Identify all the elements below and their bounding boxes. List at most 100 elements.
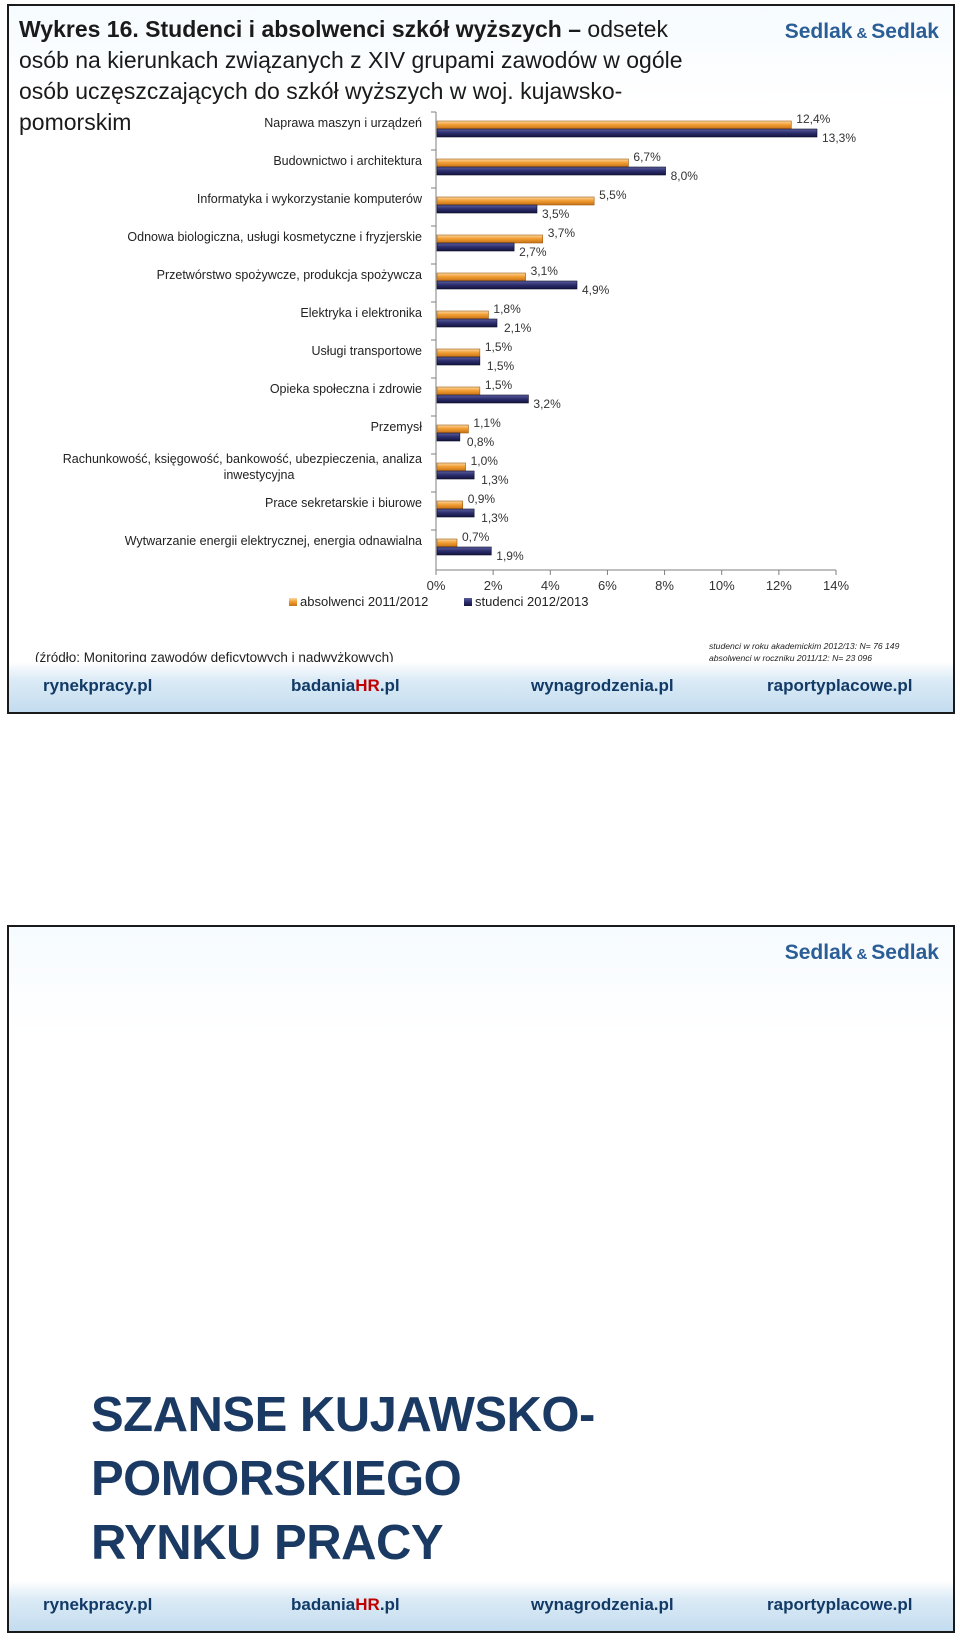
- bar-absolwenci: [436, 234, 544, 244]
- bar-studenci: [436, 280, 578, 290]
- footer-bar: rynekpracy.pl badaniaHR.pl wynagrodzenia…: [9, 662, 953, 712]
- data-label: 3,2%: [533, 397, 561, 411]
- x-tick-label: 2%: [484, 578, 503, 593]
- data-label: 1,3%: [481, 511, 509, 525]
- bar-studenci: [436, 508, 475, 518]
- bar-chart: Naprawa maszyn i urządzeń 12,4% 13,3% Budow…: [63, 111, 856, 609]
- bar-absolwenci: [436, 538, 458, 548]
- data-label: 13,3%: [822, 131, 856, 145]
- data-label: 0,9%: [468, 492, 496, 506]
- x-tick-label: 14%: [823, 578, 849, 593]
- category-label: Przemysł: [371, 420, 423, 434]
- bar-studenci: [436, 204, 538, 214]
- header-band: [9, 927, 953, 1037]
- x-tick-label: 6%: [598, 578, 617, 593]
- bar-absolwenci: [436, 158, 629, 168]
- bar-studenci: [436, 356, 481, 366]
- footer-link-raportyplacowe[interactable]: raportyplacowe.pl: [767, 1595, 913, 1614]
- chart-title-rest: odsetek osób na kierunkach związanych z …: [19, 16, 683, 135]
- category-label: Naprawa maszyn i urządzeń: [264, 116, 422, 130]
- data-label: 3,1%: [531, 264, 559, 278]
- bar-absolwenci: [436, 500, 464, 510]
- bar-studenci: [436, 394, 529, 404]
- data-label: 1,5%: [485, 340, 513, 354]
- chart-title: Wykres 16. Studenci i absolwenci szkół w…: [19, 14, 719, 138]
- brand-logo: Sedlak & Sedlak: [784, 941, 939, 964]
- data-label: 1,5%: [487, 359, 515, 373]
- footer-link-badaniahr[interactable]: badaniaHR.pl: [291, 1595, 400, 1614]
- data-label: 0,7%: [462, 530, 490, 544]
- chart-title-bold: Wykres 16. Studenci i absolwenci szkół w…: [19, 16, 582, 42]
- bar-absolwenci: [436, 196, 595, 206]
- data-label: 1,8%: [493, 302, 521, 316]
- category-label: Budownictwo i architektura: [273, 154, 422, 168]
- sample-size-students: studenci w roku akademickim 2012/13: N= …: [709, 641, 900, 651]
- sample-size-note: studenci w roku akademickim 2012/13: N= …: [709, 640, 899, 664]
- x-tick-label: 0%: [427, 578, 446, 593]
- bar-studenci: [436, 470, 475, 480]
- category-label: inwestycyjna: [224, 468, 295, 482]
- category-label: Elektryka i elektronika: [300, 306, 422, 320]
- category-label: Przetwórstwo spożywcze, produkcja spożyw…: [157, 268, 422, 282]
- legend-label-absolwenci: absolwenci 2011/2012: [300, 594, 428, 609]
- category-label: Wytwarzanie energii elektrycznej, energi…: [125, 534, 422, 548]
- category-label: Prace sekretarskie i biurowe: [265, 496, 422, 510]
- bar-absolwenci: [436, 386, 481, 396]
- x-tick-label: 10%: [709, 578, 735, 593]
- bar-absolwenci: [436, 120, 792, 130]
- data-label: 2,1%: [504, 321, 532, 335]
- footer-link-rynekpracy[interactable]: rynekpracy.pl: [43, 676, 153, 695]
- x-tick-label: 4%: [541, 578, 560, 593]
- data-label: 1,3%: [481, 473, 509, 487]
- category-label: Rachunkowość, księgowość, bankowość, ube…: [63, 452, 422, 466]
- header-band: [9, 6, 953, 102]
- data-label: 4,9%: [582, 283, 610, 297]
- bar-absolwenci: [436, 424, 469, 434]
- category-label: Usługi transportowe: [312, 344, 423, 358]
- bar-absolwenci: [436, 462, 466, 472]
- data-label: 1,1%: [473, 416, 501, 430]
- x-tick-label: 8%: [655, 578, 674, 593]
- bar-studenci: [436, 242, 515, 252]
- footer-link-wynagrodzenia[interactable]: wynagrodzenia.pl: [531, 1595, 674, 1614]
- slide-28: Sedlak & Sedlak SZANSE KUJAWSKO-POMORSKIEG…: [7, 925, 955, 1633]
- footer-bar: rynekpracy.pl badaniaHR.pl wynagrodzenia…: [9, 1581, 953, 1631]
- bar-absolwenci: [436, 348, 481, 358]
- brand-logo: Sedlak & Sedlak: [784, 20, 939, 43]
- legend-swatch-absolwenci: [289, 598, 297, 606]
- footer-link-badaniahr[interactable]: badaniaHR.pl: [291, 676, 400, 695]
- section-title-line2: RYNKU PRACY: [91, 1516, 444, 1570]
- data-label: 5,5%: [599, 188, 627, 202]
- x-tick-label: 12%: [766, 578, 792, 593]
- bar-absolwenci: [436, 272, 526, 282]
- section-title: SZANSE KUJAWSKO-POMORSKIEGO RYNKU PRACY: [91, 1383, 953, 1575]
- bar-studenci: [436, 128, 818, 138]
- category-label: Odnowa biologiczna, usługi kosmetyczne i…: [127, 230, 422, 244]
- data-label: 6,7%: [633, 150, 661, 164]
- bar-studenci: [436, 166, 666, 176]
- slide-27: Wykres 16. Studenci i absolwenci szkół w…: [7, 4, 955, 714]
- data-label: 1,9%: [496, 549, 524, 563]
- data-label: 0,8%: [467, 435, 495, 449]
- data-label: 3,5%: [542, 207, 570, 221]
- bar-studenci: [436, 432, 461, 442]
- legend-swatch-studenci: [464, 598, 472, 606]
- category-label: Informatyka i wykorzystanie komputerów: [197, 192, 423, 206]
- data-label: 8,0%: [671, 169, 699, 183]
- footer-link-wynagrodzenia[interactable]: wynagrodzenia.pl: [531, 676, 674, 695]
- source-note: (źródło: Monitoring zawodów deficytowych…: [35, 650, 394, 665]
- bar-absolwenci: [436, 310, 489, 320]
- data-label: 12,4%: [796, 112, 830, 126]
- bar-studenci: [436, 546, 492, 556]
- legend-label-studenci: studenci 2012/2013: [475, 594, 588, 609]
- category-label: Opieka społeczna i zdrowie: [270, 382, 422, 396]
- data-label: 1,5%: [485, 378, 513, 392]
- data-label: 1,0%: [471, 454, 499, 468]
- sample-size-graduates: absolwenci w roczniku 2011/12: N= 23 096: [709, 653, 872, 663]
- section-title-line1: SZANSE KUJAWSKO-POMORSKIEGO: [91, 1388, 595, 1506]
- footer-link-raportyplacowe[interactable]: raportyplacowe.pl: [767, 676, 913, 695]
- bar-studenci: [436, 318, 498, 328]
- data-label: 2,7%: [519, 245, 547, 259]
- data-label: 3,7%: [548, 226, 576, 240]
- footer-link-rynekpracy[interactable]: rynekpracy.pl: [43, 1595, 153, 1614]
